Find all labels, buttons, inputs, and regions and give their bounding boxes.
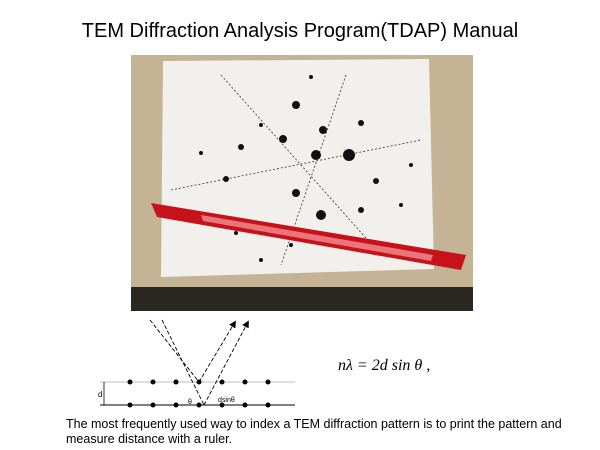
spacing-label: d (98, 390, 102, 399)
guide-lines (170, 74, 422, 266)
bragg-equation: nλ = 2d sin θ , (338, 357, 431, 374)
atoms (127, 379, 271, 408)
angle-label: θ (188, 399, 192, 406)
slide-title: TEM Diffraction Analysis Program(TDAP) M… (81, 20, 519, 42)
ruler-highlight (201, 215, 433, 261)
table-edge (131, 287, 473, 311)
path-label: dsinθ (218, 397, 235, 404)
photo (131, 55, 473, 311)
bragg-diagram: d θ dsinθ (98, 319, 295, 408)
diffraction-spots (199, 75, 413, 262)
beams (149, 319, 249, 406)
caption: The most frequently used way to index a … (66, 417, 562, 446)
